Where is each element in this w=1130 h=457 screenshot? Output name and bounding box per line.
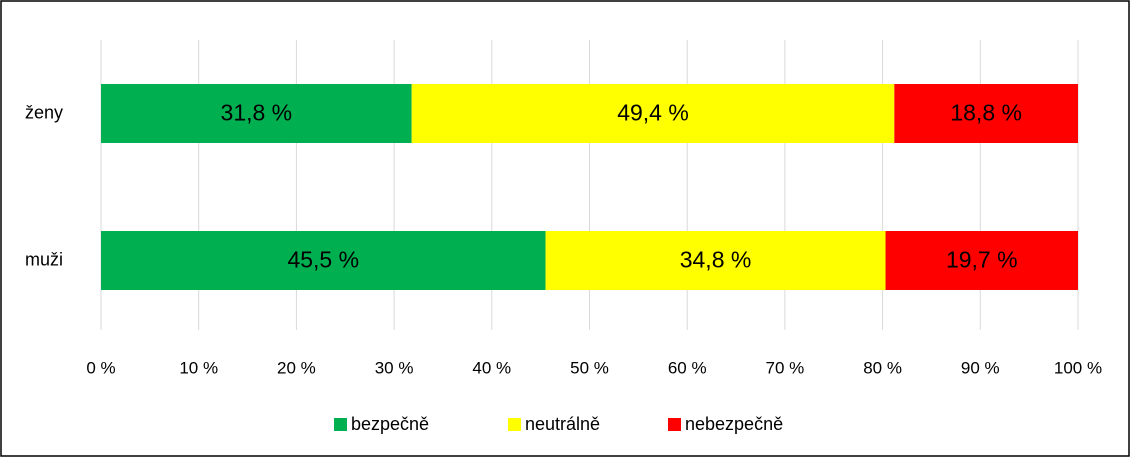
legend-swatch bbox=[668, 418, 681, 431]
x-tick-label: 100 % bbox=[1054, 358, 1102, 377]
bar-segment bbox=[885, 231, 1078, 290]
x-tick-label: 80 % bbox=[863, 358, 902, 377]
legend-label: bezpečně bbox=[351, 414, 429, 434]
x-tick-label: 70 % bbox=[766, 358, 805, 377]
data-label: 45,5 % bbox=[287, 247, 359, 273]
legend-label: neutrálně bbox=[525, 414, 600, 434]
x-tick-label: 50 % bbox=[570, 358, 609, 377]
x-tick-label: 20 % bbox=[277, 358, 316, 377]
bar-segment bbox=[411, 84, 895, 143]
legend-swatch bbox=[508, 418, 521, 431]
x-tick-label: 0 % bbox=[86, 358, 115, 377]
bar-segment bbox=[894, 84, 1078, 143]
x-tick-label: 30 % bbox=[375, 358, 414, 377]
legend-swatch bbox=[334, 418, 347, 431]
bar-segment bbox=[545, 231, 886, 290]
category-label: ženy bbox=[25, 102, 63, 122]
data-label: 34,8 % bbox=[680, 247, 752, 273]
x-tick-label: 90 % bbox=[961, 358, 1000, 377]
data-label: 31,8 % bbox=[221, 100, 293, 126]
bar-segment bbox=[101, 231, 546, 290]
data-label: 49,4 % bbox=[617, 100, 689, 126]
data-label: 19,7 % bbox=[946, 247, 1018, 273]
data-label: 18,8 % bbox=[950, 100, 1022, 126]
category-label: muži bbox=[25, 249, 63, 269]
x-tick-label: 10 % bbox=[179, 358, 218, 377]
x-tick-label: 40 % bbox=[472, 358, 511, 377]
bar-segment bbox=[101, 84, 412, 143]
legend-label: nebezpečně bbox=[685, 414, 783, 434]
x-tick-label: 60 % bbox=[668, 358, 707, 377]
